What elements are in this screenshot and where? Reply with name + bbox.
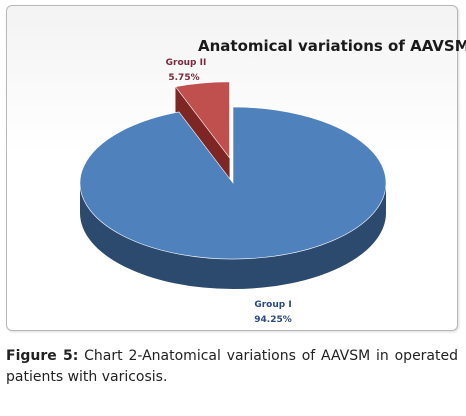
slice-label-group-ii: Group II (166, 58, 207, 68)
pie-side-group-i (80, 183, 386, 289)
slice-value-group-i: 94.25% (254, 315, 292, 325)
slice-label-group-i: Group I (254, 300, 291, 310)
pie-chart: Anatomical variations of AAVSM Group I 9… (79, 37, 466, 325)
caption-text: Chart 2-Anatomical variations of AAVSM i… (6, 348, 459, 385)
figure-caption: Figure 5: Chart 2-Anatomical variations … (6, 346, 458, 388)
slice-value-group-ii: 5.75% (168, 73, 199, 83)
chart-title: Anatomical variations of AAVSM (198, 37, 466, 55)
pie-slice-group-ii (174, 81, 230, 159)
pie-slices (79, 81, 387, 260)
pie-slice-group-i (79, 106, 387, 260)
caption-label: Figure 5: (6, 348, 79, 364)
